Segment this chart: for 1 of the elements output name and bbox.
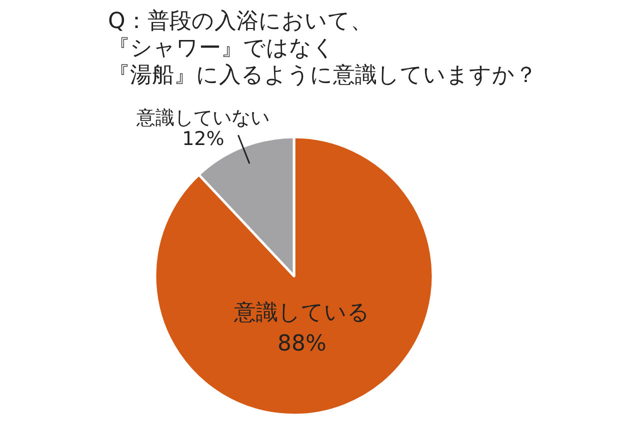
title: Q：普段の入浴において、『シャワー』ではなく『湯船』に入るように意識していますか？ (108, 9, 537, 88)
